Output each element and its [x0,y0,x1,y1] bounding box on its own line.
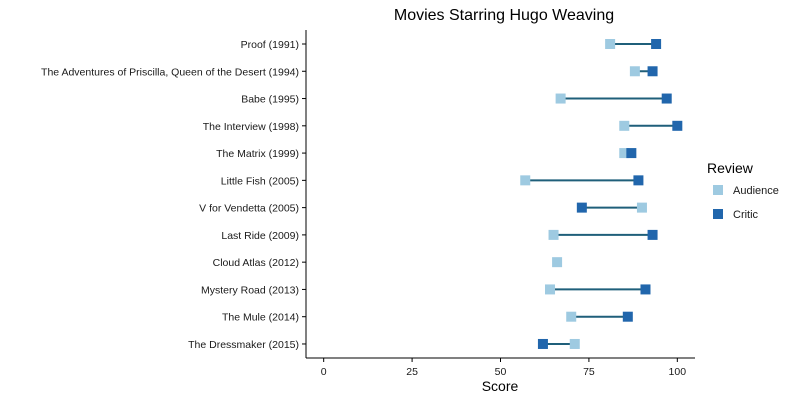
critic-point [661,93,672,104]
critic-point [647,229,658,240]
x-tick-label: 25 [406,366,418,378]
critic-point [576,202,587,213]
critic-point [537,338,548,349]
audience-point [545,284,556,295]
y-tick-label: Babe (1995) [241,94,299,106]
audience-point [566,311,577,322]
audience-point [619,148,630,159]
critic-point [633,175,644,186]
audience-point [520,175,531,186]
audience-point [636,202,647,213]
audience-point [552,257,563,268]
y-tick-label: Little Fish (2005) [221,175,299,187]
audience-point [619,120,630,131]
critic-point [647,66,658,77]
y-tick-label: Mystery Road (2013) [201,284,299,296]
critic-point [651,39,662,49]
y-tick-label: V for Vendetta (2005) [199,203,299,215]
y-tick-label: The Dressmaker (2015) [188,339,299,351]
chart-title: Movies Starring Hugo Weaving [394,7,614,24]
legend: Review Audience Critic [707,160,779,221]
legend-label: Audience [733,185,779,197]
critic-point [626,148,637,159]
x-tick-label: 50 [495,366,507,378]
x-tick-label: 100 [669,366,687,378]
plot-area [520,39,683,349]
y-tick-label: Last Ride (2009) [221,230,299,242]
audience-point [548,229,559,240]
x-axis: 0 25 50 75 100 [321,358,686,378]
y-tick-label: The Mule (2014) [222,312,299,324]
audience-point [605,39,616,49]
audience-point [555,93,566,104]
critic-point [622,311,633,322]
legend-swatch-audience [713,185,723,195]
critic-point [640,284,651,295]
audience-point [569,338,580,349]
y-tick-label: The Adventures of Priscilla, Queen of th… [41,66,299,78]
y-axis: Proof (1991) The Adventures of Priscilla,… [41,39,306,351]
y-tick-label: The Interview (1998) [203,121,299,133]
y-tick-label: Proof (1991) [241,39,299,51]
x-tick-label: 0 [321,366,327,378]
y-tick-label: The Matrix (1999) [216,148,299,160]
critic-point [672,120,683,131]
audience-point [629,66,640,77]
legend-swatch-critic [713,209,723,219]
legend-label: Critic [733,209,759,221]
y-tick-label: Cloud Atlas (2012) [213,257,299,269]
x-tick-label: 75 [583,366,595,378]
legend-title: Review [707,160,754,176]
x-axis-title: Score [482,378,519,394]
